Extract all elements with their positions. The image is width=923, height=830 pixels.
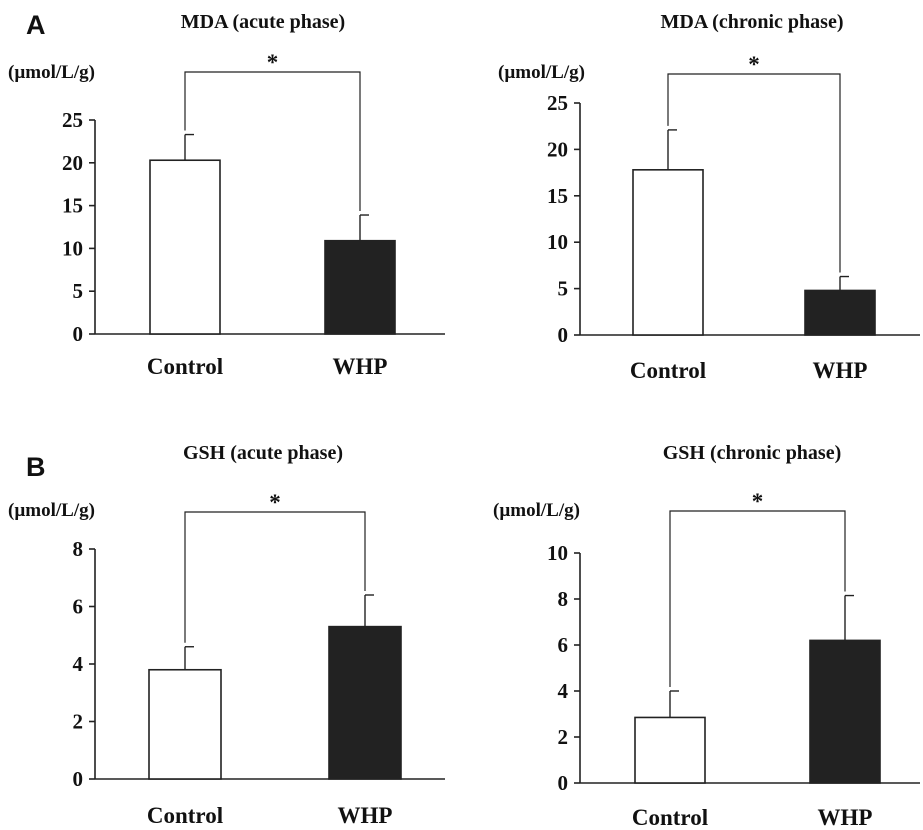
panel-letter-a: A	[26, 10, 46, 40]
y-tick-label: 10	[62, 236, 83, 260]
y-tick-label: 10	[547, 230, 568, 254]
bar-chart-2: MDA (chronic phase) (µmol/L/g) 0 5 10 15 20 25 C…	[498, 11, 920, 383]
y-tick-label: 5	[73, 279, 84, 303]
category-label: WHP	[338, 803, 393, 828]
bar-whp	[328, 625, 402, 780]
category-label: WHP	[333, 354, 388, 379]
chart-title: MDA (chronic phase)	[661, 11, 844, 33]
significance-bracket	[184, 511, 366, 643]
significance-bracket	[184, 71, 361, 212]
y-tick-label: 10	[547, 541, 568, 565]
y-tick-label: 0	[73, 767, 84, 791]
y-tick-label: 25	[547, 91, 568, 115]
y-tick-label: 0	[558, 323, 569, 347]
y-tick-label: 15	[62, 194, 83, 218]
y-tick-label: 8	[558, 587, 569, 611]
significance-bracket	[667, 73, 841, 273]
significance-star: *	[269, 490, 281, 515]
significance-star: *	[748, 52, 760, 77]
bar-chart-1: MDA (acute phase) (µmol/L/g) 0 5 10 15 20 25 Con…	[8, 11, 445, 379]
bar-whp	[324, 239, 396, 335]
significance-star: *	[752, 489, 764, 514]
y-tick-label: 8	[73, 537, 84, 561]
bar-control	[148, 668, 222, 780]
category-label: Control	[630, 358, 706, 383]
y-axis-unit: (µmol/L/g)	[493, 500, 580, 521]
bar-control	[634, 716, 706, 784]
chart-title: GSH (chronic phase)	[663, 442, 842, 464]
bar-control	[149, 159, 221, 335]
category-label: Control	[632, 805, 708, 830]
y-tick-label: 5	[558, 277, 569, 301]
bar-chart-4: GSH (chronic phase) (µmol/L/g) 0 2 4 6 8 10 Cont…	[493, 442, 920, 830]
y-tick-label: 25	[62, 108, 83, 132]
y-tick-label: 2	[558, 725, 569, 749]
bar-control	[632, 169, 704, 336]
y-tick-label: 15	[547, 184, 568, 208]
panel-letter-b: B	[26, 452, 46, 482]
y-tick-label: 4	[558, 679, 569, 703]
chart-title: GSH (acute phase)	[183, 442, 343, 464]
y-tick-label: 20	[62, 151, 83, 175]
bar-whp	[809, 639, 881, 784]
y-tick-label: 2	[73, 710, 84, 734]
y-axis-unit: (µmol/L/g)	[8, 62, 95, 83]
category-label: Control	[147, 803, 223, 828]
y-tick-label: 20	[547, 137, 568, 161]
y-tick-label: 0	[558, 771, 569, 795]
y-axis-unit: (µmol/L/g)	[8, 500, 95, 521]
charts-layer: MDA (acute phase)(µmol/L/g)0510152025Con…	[8, 11, 920, 830]
y-tick-label: 4	[73, 652, 84, 676]
significance-bracket	[669, 510, 846, 687]
category-label: WHP	[813, 358, 868, 383]
chart-title: MDA (acute phase)	[181, 11, 345, 33]
category-label: Control	[147, 354, 223, 379]
category-label: WHP	[818, 805, 873, 830]
significance-star: *	[267, 50, 279, 75]
bar-chart-3: GSH (acute phase) (µmol/L/g) 0 2 4 6 8 Control W…	[8, 442, 445, 828]
y-tick-label: 0	[73, 322, 84, 346]
bar-whp	[804, 289, 876, 336]
y-tick-label: 6	[73, 595, 84, 619]
y-tick-label: 6	[558, 633, 569, 657]
y-axis-unit: (µmol/L/g)	[498, 62, 585, 83]
